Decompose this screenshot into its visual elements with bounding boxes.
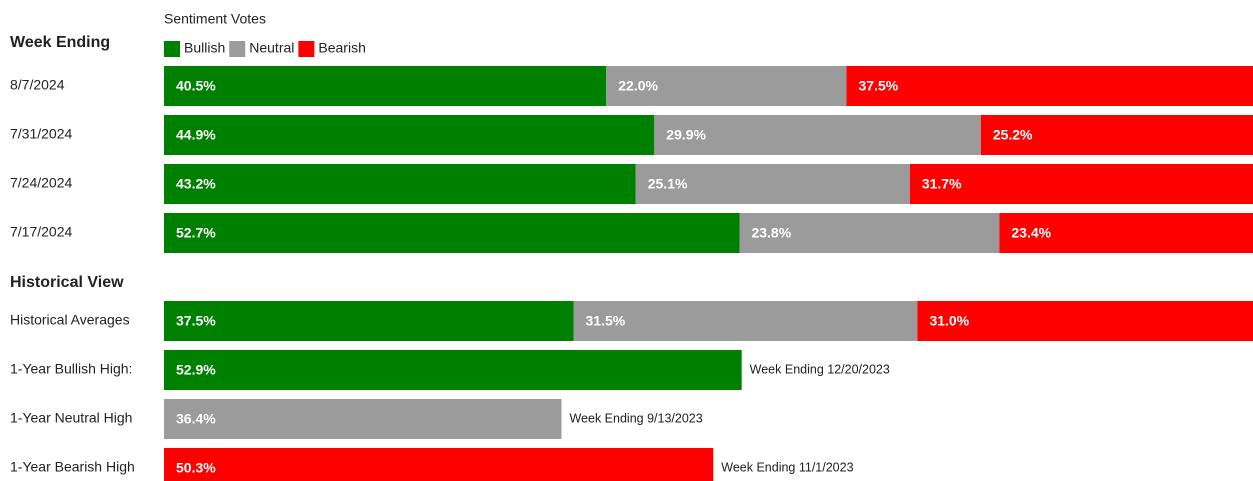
- bar-segment: [909, 164, 1253, 204]
- bar-segment: [164, 164, 636, 204]
- value-label: 25.1%: [648, 176, 688, 192]
- section-title: Historical View: [10, 274, 124, 291]
- value-label: 22.0%: [618, 78, 658, 94]
- section-title: Week Ending: [10, 34, 110, 51]
- bar-segment: [654, 115, 981, 155]
- annotation: Week Ending 11/1/2023: [721, 460, 853, 474]
- value-label: 43.2%: [176, 176, 216, 192]
- bar-segment: [739, 213, 1000, 253]
- legend-title: Sentiment Votes: [164, 11, 266, 27]
- bar-segment: [573, 301, 918, 341]
- bar-segment: [164, 399, 562, 439]
- value-label: 23.8%: [751, 225, 791, 241]
- value-label: 37.5%: [859, 78, 899, 94]
- value-label: 52.9%: [176, 362, 216, 378]
- legend-label: Bearish: [318, 40, 365, 56]
- bar-segment: [164, 115, 655, 155]
- bar-segment: [164, 350, 742, 390]
- bar-segment: [164, 213, 740, 253]
- bar-segment: [980, 115, 1253, 155]
- row-label: 7/17/2024: [10, 224, 72, 240]
- legend-label: Bullish: [184, 40, 225, 56]
- row-label: 1-Year Bearish High: [10, 459, 135, 475]
- row-label: 8/7/2024: [10, 77, 65, 93]
- annotation: Week Ending 9/13/2023: [569, 411, 702, 425]
- row-label: Historical Averages: [10, 312, 130, 328]
- legend-swatch: [164, 41, 180, 57]
- bar-segment: [846, 66, 1253, 106]
- value-label: 29.9%: [666, 127, 706, 143]
- bar-segment: [164, 448, 714, 481]
- annotation: Week Ending 12/20/2023: [750, 362, 890, 376]
- bar-segment: [917, 301, 1253, 341]
- value-label: 37.5%: [176, 313, 216, 329]
- value-label: 36.4%: [176, 411, 216, 427]
- row-label: 1-Year Neutral High: [10, 410, 132, 426]
- bar-segment: [635, 164, 910, 204]
- legend-swatch: [229, 41, 246, 57]
- bar-segment: [606, 66, 847, 106]
- value-label: 23.4%: [1011, 225, 1051, 241]
- value-label: 31.0%: [929, 313, 969, 329]
- row-label: 7/24/2024: [10, 175, 72, 191]
- value-label: 31.5%: [586, 313, 626, 329]
- value-label: 40.5%: [176, 78, 216, 94]
- bar-segment: [164, 301, 574, 341]
- bar-segment: [164, 66, 607, 106]
- value-label: 31.7%: [922, 176, 962, 192]
- legend-label: Neutral: [249, 40, 294, 56]
- value-label: 52.7%: [176, 225, 216, 241]
- value-label: 50.3%: [176, 460, 216, 476]
- row-label: 7/31/2024: [10, 126, 72, 142]
- value-label: 25.2%: [993, 127, 1033, 143]
- legend-swatch: [298, 41, 315, 57]
- bar-segment: [999, 213, 1253, 253]
- row-label: 1-Year Bullish High:: [10, 361, 132, 377]
- value-label: 44.9%: [176, 127, 216, 143]
